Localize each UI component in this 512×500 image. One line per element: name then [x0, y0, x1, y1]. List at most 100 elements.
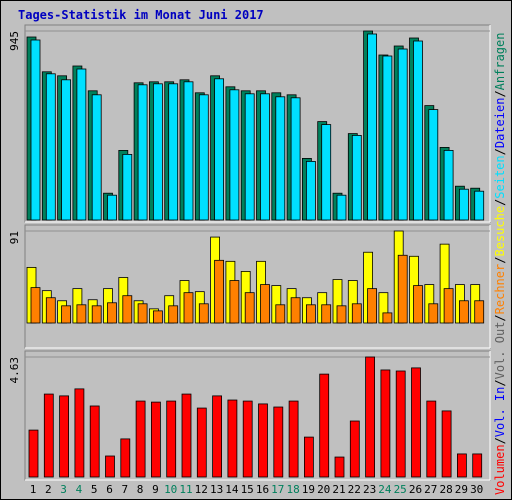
bar	[107, 302, 117, 324]
x-tick-label: 1	[30, 483, 37, 496]
bar	[43, 393, 54, 478]
bar	[458, 188, 469, 221]
bar	[474, 300, 485, 324]
bar	[290, 97, 301, 221]
x-tick-label: 15	[241, 483, 254, 496]
x-tick-label: 11	[179, 483, 192, 496]
x-tick-label: 9	[152, 483, 159, 496]
legend-separator: /	[493, 257, 507, 264]
x-tick-label: 6	[106, 483, 113, 496]
bar	[168, 305, 179, 324]
legend-entry: Volumen	[493, 444, 507, 495]
bar	[183, 81, 194, 221]
bar	[260, 93, 270, 221]
bar	[428, 109, 439, 221]
bar	[168, 83, 179, 221]
x-tick-label: 22	[348, 483, 361, 496]
x-tick-label: 27	[424, 483, 437, 496]
y-tick-label: 945	[8, 31, 21, 51]
bar	[242, 400, 253, 478]
bar	[107, 194, 117, 221]
x-tick-label: 29	[455, 483, 468, 496]
bar	[397, 254, 408, 324]
bar	[135, 400, 146, 478]
x-tick-label: 18	[286, 483, 299, 496]
legend-entry: Besuche	[493, 206, 507, 257]
x-tick-label: 17	[271, 483, 284, 496]
bar	[227, 399, 238, 478]
bar	[137, 303, 148, 324]
bar	[365, 356, 376, 478]
bar	[397, 48, 408, 221]
x-tick-label: 16	[256, 483, 269, 496]
bar	[456, 453, 467, 478]
bar	[229, 89, 240, 221]
bar	[303, 436, 314, 478]
bar	[212, 395, 223, 478]
bar	[321, 304, 332, 324]
bar	[181, 393, 192, 478]
bar	[367, 288, 378, 324]
bar	[367, 33, 378, 221]
x-tick-label: 10	[164, 483, 177, 496]
x-tick-label: 7	[121, 483, 128, 496]
bar	[426, 400, 437, 478]
y-tick-label: 91	[8, 231, 21, 244]
bar	[152, 83, 163, 221]
x-tick-label: 2	[45, 483, 52, 496]
y-tick-label: 4.63	[8, 357, 21, 384]
x-tick-label: 19	[302, 483, 315, 496]
legend-separator: /	[493, 199, 507, 206]
bar	[411, 367, 421, 478]
bar	[380, 369, 391, 478]
bar	[91, 94, 102, 221]
bar	[305, 160, 316, 221]
x-tick-label: 12	[195, 483, 208, 496]
bar	[214, 259, 225, 324]
bar	[89, 405, 100, 478]
bar	[290, 297, 301, 324]
bar	[244, 292, 255, 324]
x-tick-label: 3	[60, 483, 67, 496]
bar	[76, 68, 87, 221]
x-tick-label: 23	[363, 483, 376, 496]
x-tick-label: 8	[137, 483, 144, 496]
legend-separator: /	[493, 148, 507, 155]
legend-entry: Rechner	[493, 264, 507, 315]
bar	[76, 304, 87, 324]
bar	[258, 403, 268, 478]
legend-separator: /	[493, 90, 507, 97]
bar	[428, 303, 439, 324]
bar	[74, 388, 85, 478]
bar	[472, 453, 483, 478]
x-tick-label: 30	[470, 483, 483, 496]
bar	[137, 84, 148, 221]
bar	[305, 304, 316, 324]
bar	[166, 400, 177, 478]
x-tick-label: 20	[317, 483, 330, 496]
bar	[441, 410, 452, 478]
bar	[351, 134, 362, 221]
bar	[30, 287, 41, 324]
bar	[61, 305, 71, 324]
bar	[122, 153, 133, 221]
x-tick-label: 25	[394, 483, 407, 496]
x-tick-label: 5	[91, 483, 98, 496]
bar	[28, 429, 39, 478]
bar	[382, 55, 393, 221]
bar	[351, 303, 362, 324]
legend-entry: Anfragen	[493, 33, 507, 91]
bar	[336, 305, 347, 324]
bar	[198, 94, 209, 221]
legend-entry: Vol. In	[493, 387, 507, 438]
bar	[244, 93, 255, 221]
bar	[45, 297, 56, 324]
bar	[122, 295, 133, 324]
x-tick-label: 13	[210, 483, 223, 496]
bar	[150, 401, 161, 478]
x-tick-label: 14	[225, 483, 239, 496]
bar	[275, 304, 286, 324]
bar	[198, 303, 209, 324]
legend: Volumen/Vol. In/Vol. Out/Rechner/Besuche…	[493, 33, 507, 495]
